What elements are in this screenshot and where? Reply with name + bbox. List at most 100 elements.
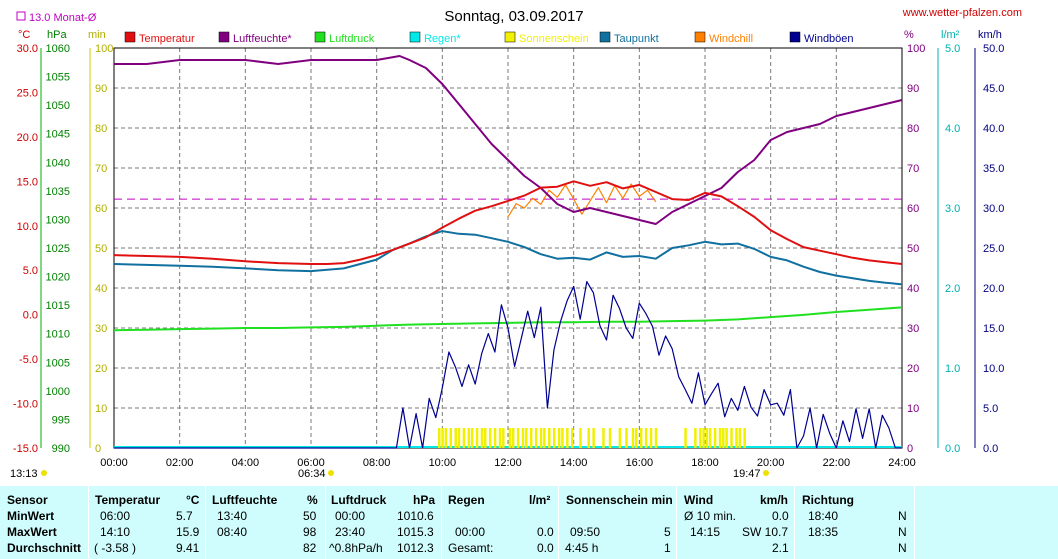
unit-temp: °C bbox=[18, 29, 30, 41]
temp-tick-5: 5.0 bbox=[23, 265, 38, 277]
sun-tick-9: 10 bbox=[95, 403, 107, 415]
sun-bar-25 bbox=[548, 428, 551, 448]
sunrise-icon bbox=[328, 470, 334, 476]
dir-avg-value: N bbox=[898, 541, 907, 555]
wind-avg-value: 0.0 bbox=[772, 509, 789, 523]
series-windchill bbox=[507, 183, 657, 218]
temp-avg-extra: ( -3.58 ) bbox=[94, 541, 137, 555]
sun-bar-34 bbox=[602, 428, 605, 448]
sun-bar-4 bbox=[454, 428, 457, 448]
sun-tick-2: 80 bbox=[95, 123, 107, 135]
sun-bar-56 bbox=[738, 428, 741, 448]
hum-min-value: 50 bbox=[303, 509, 317, 523]
temp-avg-value: 9.41 bbox=[176, 541, 200, 555]
sun-bar-29 bbox=[566, 428, 569, 448]
rain-tick-4: 1.0 bbox=[945, 363, 960, 375]
sun-bar-13 bbox=[493, 428, 497, 448]
x-tick-11: 22:00 bbox=[823, 457, 851, 469]
x-tick-5: 10:00 bbox=[429, 457, 457, 469]
wind-tick-9: 5.0 bbox=[983, 403, 998, 415]
row-label-max: MaxWert bbox=[7, 525, 57, 539]
sun-bar-38 bbox=[631, 428, 635, 448]
humidity-tick-4: 60 bbox=[907, 203, 919, 215]
col-regen: Regen l/m² 00:00 0.0 Gesamt: 0.0 bbox=[441, 486, 559, 559]
legend-label-4: Sonnenschein bbox=[519, 33, 589, 45]
pressure-tick-8: 1020 bbox=[46, 272, 70, 284]
pressure-tick-10: 1010 bbox=[46, 329, 70, 341]
wind-tick-2: 40.0 bbox=[983, 123, 1004, 135]
sun-bar-53 bbox=[725, 428, 728, 448]
legend-label-7: Windböen bbox=[804, 33, 854, 45]
plot-area bbox=[113, 55, 903, 449]
temp-max-time: 14:10 bbox=[100, 525, 131, 539]
rain-tick-3: 2.0 bbox=[945, 283, 960, 295]
unit-wind: km/h bbox=[760, 493, 789, 507]
sun-bar-37 bbox=[625, 428, 628, 448]
sun-bar-55 bbox=[735, 428, 738, 448]
sun-bar-3 bbox=[449, 428, 453, 448]
col-wind: Wind km/h Ø 10 min. 0.0 14:15 SW 10.7 2.… bbox=[676, 486, 795, 559]
sun-tick-0: 100 bbox=[95, 43, 113, 55]
wind-tick-3: 35.0 bbox=[983, 163, 1004, 175]
legend-swatch-5 bbox=[599, 31, 611, 43]
wind-avg-label: Ø 10 min. bbox=[684, 509, 737, 523]
temp-tick-2: 20.0 bbox=[17, 132, 38, 144]
sun-bar-5 bbox=[457, 428, 461, 448]
sun-tick-5: 50 bbox=[95, 243, 107, 255]
sun-bar-42 bbox=[649, 428, 653, 448]
header-regen: Regen bbox=[448, 493, 485, 507]
wind-tick-4: 30.0 bbox=[983, 203, 1004, 215]
x-tick-10: 20:00 bbox=[757, 457, 785, 469]
humidity-tick-8: 20 bbox=[907, 363, 919, 375]
pressure-tick-13: 995 bbox=[52, 414, 70, 426]
legend: Temperatur Luftfeuchte* Luftdruck Regen* Son… bbox=[124, 31, 854, 45]
temp-tick-1: 25.0 bbox=[17, 87, 38, 99]
sun-bar-46 bbox=[699, 428, 702, 448]
sun-tick-8: 20 bbox=[95, 363, 107, 375]
sun-tick-4: 60 bbox=[95, 203, 107, 215]
sun-bar-12 bbox=[488, 428, 492, 448]
sun-bar-24 bbox=[543, 428, 546, 448]
pressure-tick-14: 990 bbox=[52, 443, 70, 455]
series-taupunkt bbox=[113, 230, 903, 286]
sun-bar-9 bbox=[475, 428, 479, 448]
wind-tick-5: 25.0 bbox=[983, 243, 1004, 255]
legend-label-3: Regen* bbox=[424, 33, 461, 45]
series-temperatur bbox=[113, 180, 903, 265]
header-sonne: Sonnenschein min bbox=[566, 493, 673, 507]
unit-min: min bbox=[88, 29, 106, 41]
humidity-tick-9: 10 bbox=[907, 403, 919, 415]
wind-tick-8: 10.0 bbox=[983, 363, 1004, 375]
sun-total-value: 1 bbox=[664, 541, 671, 555]
sun-left-label: 13:13 bbox=[10, 468, 38, 480]
hum-max-value: 98 bbox=[303, 525, 317, 539]
sun-bar-22 bbox=[534, 428, 538, 448]
sun-bar-50 bbox=[713, 428, 717, 448]
sun-bar-16 bbox=[508, 428, 512, 448]
x-tick-12: 24:00 bbox=[888, 457, 916, 469]
sun-bar-10 bbox=[480, 428, 484, 448]
series-sonnenschein bbox=[438, 428, 746, 448]
x-tick-9: 18:00 bbox=[691, 457, 719, 469]
pressure-tick-5: 1035 bbox=[46, 186, 70, 198]
sun-bar-31 bbox=[579, 428, 582, 448]
legend-label-5: Taupunkt bbox=[614, 33, 659, 45]
sunset-icon bbox=[763, 470, 769, 476]
chart-title: Sonntag, 03.09.2017 bbox=[444, 8, 583, 25]
x-tick-1: 02:00 bbox=[166, 457, 194, 469]
dir-min-time: 18:40 bbox=[808, 509, 839, 523]
sun-bar-0 bbox=[438, 428, 441, 448]
wind-daily-value: 2.1 bbox=[772, 541, 789, 555]
pressure-tick-12: 1000 bbox=[46, 386, 70, 398]
pressure-tick-0: 1060 bbox=[46, 43, 70, 55]
col-temperatur: Temperatur °C 06:00 5.7 14:10 15.9 ( -3.… bbox=[88, 486, 206, 559]
temp-tick-6: 0.0 bbox=[23, 310, 38, 322]
x-tick-6: 12:00 bbox=[494, 457, 522, 469]
sun-bar-30 bbox=[571, 428, 574, 448]
humidity-tick-1: 90 bbox=[907, 83, 919, 95]
sun-bar-54 bbox=[730, 428, 733, 448]
series-luftfeuchte bbox=[114, 55, 903, 225]
dir-min-value: N bbox=[898, 509, 907, 523]
pres-min-value: 1010.6 bbox=[397, 509, 434, 523]
rain-tick-1: 4.0 bbox=[945, 123, 960, 135]
